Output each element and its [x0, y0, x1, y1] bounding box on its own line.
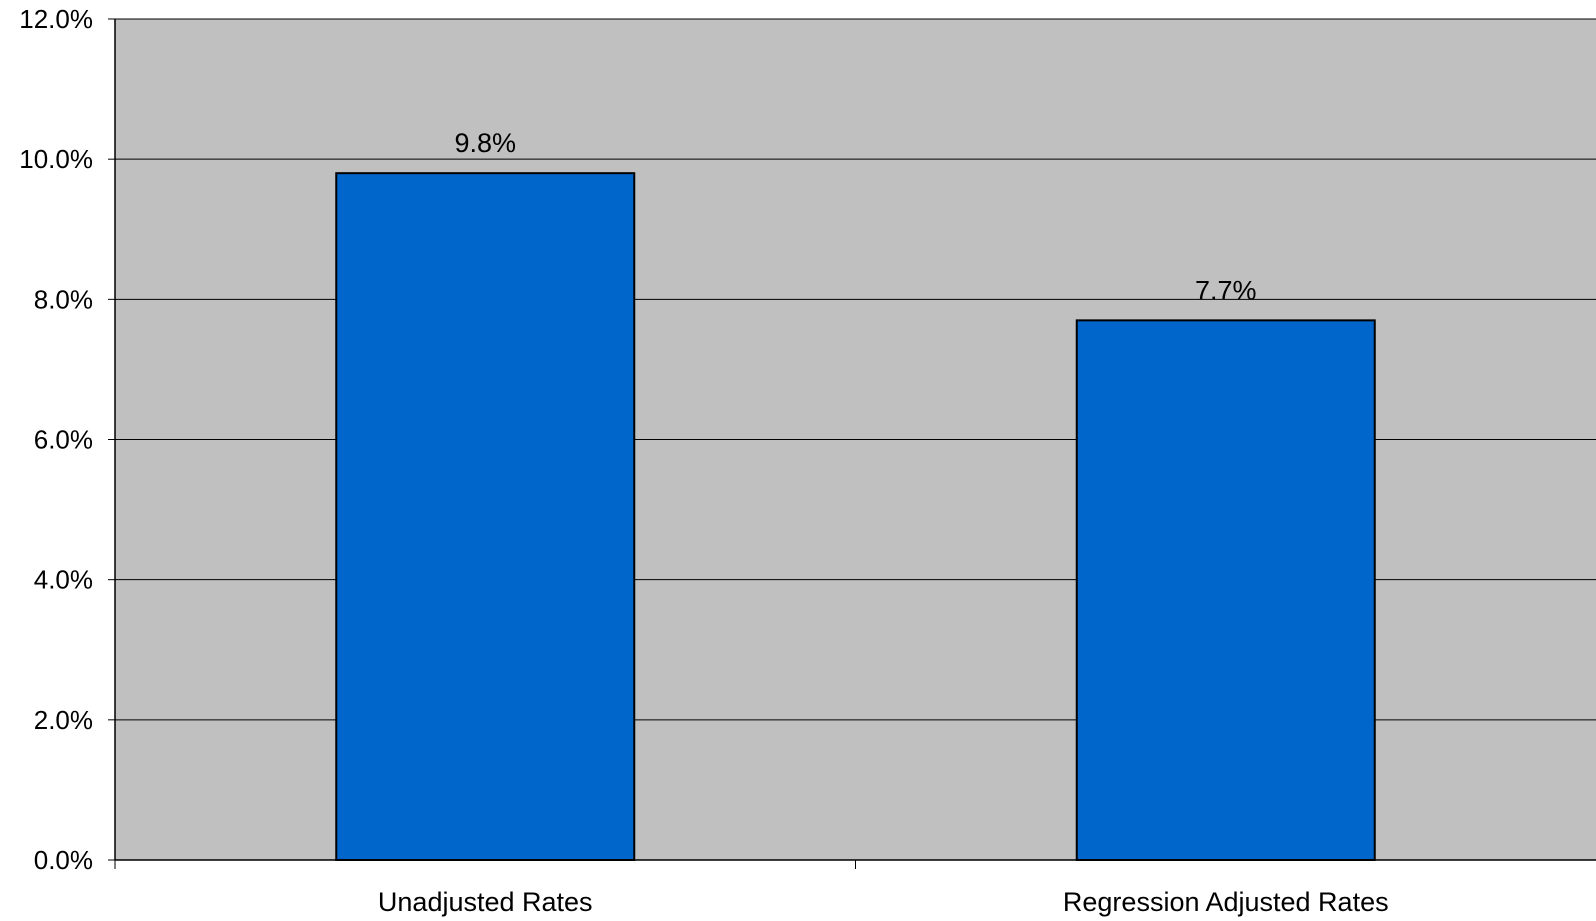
y-tick-label: 6.0% — [34, 425, 93, 455]
y-tick-label: 2.0% — [34, 705, 93, 735]
bar-2 — [1075, 319, 1376, 861]
y-tick-label: 8.0% — [34, 284, 93, 314]
data-labels: 9.8% 7.7% — [454, 128, 1256, 305]
bar-1 — [335, 172, 636, 861]
data-label: 7.7% — [1195, 275, 1257, 305]
x-axis-ticks: Unadjusted Rates Regression Adjusted Rate… — [114, 860, 1389, 917]
y-tick-label: 0.0% — [34, 845, 93, 875]
bars — [335, 172, 1376, 861]
y-tick-label: 12.0% — [19, 4, 93, 34]
x-category-label: Regression Adjusted Rates — [1063, 887, 1389, 917]
data-label: 9.8% — [454, 128, 516, 158]
y-tick-label: 10.0% — [19, 144, 93, 174]
x-category-label: Unadjusted Rates — [378, 887, 593, 917]
y-tick-label: 4.0% — [34, 565, 93, 595]
y-axis-ticks: 0.0% 2.0% 4.0% 6.0% 8.0% 10.0% 12.0% — [19, 4, 115, 875]
